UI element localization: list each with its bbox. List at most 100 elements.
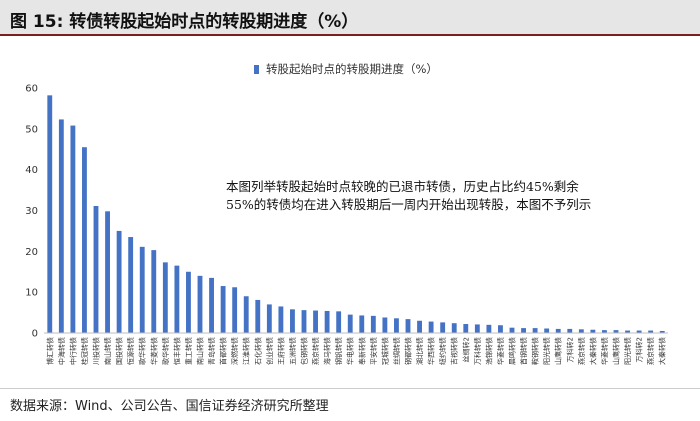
x-tick-label: 丝绸转2 bbox=[461, 337, 470, 362]
bar bbox=[290, 309, 295, 333]
y-tick-label: 20 bbox=[25, 247, 38, 258]
bar bbox=[486, 324, 492, 333]
footer-divider bbox=[0, 388, 700, 389]
bar bbox=[405, 319, 411, 333]
bar bbox=[463, 324, 469, 333]
x-tick-label: 石化转债 bbox=[253, 337, 262, 365]
x-tick-label: 中海转债 bbox=[57, 337, 66, 365]
x-tick-label: 首钢转债 bbox=[519, 337, 528, 365]
bar bbox=[440, 322, 446, 333]
bar-chart: 转股起始时点的转股期进度（%） 0 10 20 30 40 50 60 博汇转债 中海转债 中行… bbox=[25, 62, 668, 365]
bar bbox=[313, 310, 318, 333]
x-tick-label: 中行转债 bbox=[68, 337, 77, 365]
x-tick-label: 包钢转债 bbox=[300, 337, 309, 365]
bar bbox=[555, 328, 561, 333]
bar bbox=[451, 323, 457, 333]
x-tick-label: 丝绸转债 bbox=[392, 337, 401, 365]
x-tick-label: 南山转债 bbox=[196, 337, 205, 365]
bar bbox=[636, 330, 642, 333]
bar bbox=[278, 306, 284, 333]
x-tick-label: 歌华转债 bbox=[138, 337, 147, 365]
chart-annotation: 本图列举转股起始时点较晚的已退市转债，历史占比约45%剩余55%的转债均在进入转… bbox=[226, 179, 592, 212]
x-tick-label: 青岛转债 bbox=[207, 337, 216, 365]
x-tick-label: 钢都转债 bbox=[404, 337, 413, 365]
bars-group bbox=[47, 95, 665, 334]
x-tick-label: 华菱转债 bbox=[496, 337, 505, 365]
x-tick-label: 创业转债 bbox=[265, 337, 274, 365]
x-tick-label: 华西转债 bbox=[427, 337, 436, 365]
chart-title: 转股起始时点的转股期进度（%） bbox=[266, 62, 438, 76]
bar bbox=[521, 328, 526, 333]
bar bbox=[174, 265, 180, 334]
bar bbox=[266, 304, 272, 333]
bar bbox=[509, 327, 515, 333]
bar bbox=[324, 310, 330, 333]
bar bbox=[47, 95, 53, 333]
bar bbox=[243, 296, 249, 333]
x-tick-label: 五洲转债 bbox=[288, 337, 297, 365]
x-tick-label: 万科转2 bbox=[635, 337, 644, 362]
bar bbox=[659, 330, 665, 333]
bar bbox=[93, 206, 99, 333]
figure-title: 图 15: 转债转股起始时点的转股期进度（%） bbox=[10, 12, 359, 32]
x-tick-label: 阳光转债 bbox=[542, 337, 551, 365]
y-tick-label: 30 bbox=[25, 206, 38, 217]
x-tick-label: 平安转债 bbox=[369, 337, 378, 365]
bar bbox=[417, 320, 422, 333]
bar bbox=[232, 287, 238, 333]
bar bbox=[70, 125, 76, 333]
bar bbox=[186, 271, 191, 333]
x-tick-label: 大秦转债 bbox=[658, 337, 667, 365]
bar bbox=[151, 250, 157, 333]
bar bbox=[209, 277, 214, 334]
bar bbox=[336, 311, 342, 333]
bar bbox=[544, 328, 550, 333]
x-tick-label: 王府转债 bbox=[276, 337, 285, 365]
x-axis: 博汇转债 中海转债 中行转债 桂冠转债 川投转债 南山转债 国投转债 恒源转债 歌华转债 华菱转债… bbox=[45, 337, 666, 365]
x-tick-label: 燕京转债 bbox=[646, 337, 655, 365]
y-tick-label: 60 bbox=[25, 84, 38, 95]
bar bbox=[359, 315, 365, 333]
x-tick-label: 首都转债 bbox=[219, 337, 228, 365]
x-tick-label: 山鹰转债 bbox=[612, 337, 621, 365]
x-tick-label: 万科转2 bbox=[565, 337, 574, 362]
bar bbox=[301, 310, 307, 333]
x-tick-label: 江淮转债 bbox=[242, 337, 251, 365]
x-tick-label: 阳光转债 bbox=[623, 337, 632, 365]
bar bbox=[105, 211, 110, 333]
x-tick-label: 湖北转债 bbox=[415, 337, 424, 365]
bar bbox=[578, 329, 584, 333]
y-tick-label: 40 bbox=[25, 165, 38, 176]
x-tick-label: 燕京转债 bbox=[577, 337, 586, 365]
x-tick-label: 钢钒转债 bbox=[334, 337, 343, 365]
bar bbox=[498, 325, 503, 333]
x-tick-label: 南山转债 bbox=[103, 337, 112, 365]
bar bbox=[474, 324, 480, 333]
bar bbox=[58, 119, 64, 333]
bar bbox=[648, 330, 654, 333]
x-tick-label: 国投转债 bbox=[115, 337, 124, 365]
bar bbox=[602, 330, 607, 333]
legend-swatch bbox=[254, 65, 259, 74]
x-tick-label: 鞍钢转债 bbox=[531, 337, 540, 365]
bar bbox=[590, 329, 596, 333]
bar bbox=[139, 246, 145, 333]
x-tick-label: 歌华转债 bbox=[161, 337, 170, 365]
y-axis: 0 10 20 30 40 50 60 bbox=[25, 84, 38, 340]
y-tick-label: 10 bbox=[25, 288, 38, 299]
bar bbox=[82, 147, 87, 333]
bar bbox=[220, 286, 226, 333]
bar bbox=[532, 328, 538, 333]
x-tick-label: 深燃转债 bbox=[230, 337, 239, 365]
bar bbox=[625, 330, 630, 333]
x-tick-label: 川投转债 bbox=[92, 337, 101, 365]
x-tick-label: 恒源转债 bbox=[126, 337, 135, 365]
bar bbox=[428, 321, 434, 333]
x-tick-label: 华电转债 bbox=[346, 337, 355, 365]
bar bbox=[255, 299, 261, 333]
bar bbox=[197, 275, 203, 333]
y-tick-label: 50 bbox=[25, 124, 38, 135]
x-tick-label: 万科转债 bbox=[473, 337, 482, 365]
x-tick-label: 燕京转债 bbox=[311, 337, 320, 365]
source-note: 数据来源：Wind、公司公告、国信证券经济研究所整理 bbox=[10, 399, 329, 414]
